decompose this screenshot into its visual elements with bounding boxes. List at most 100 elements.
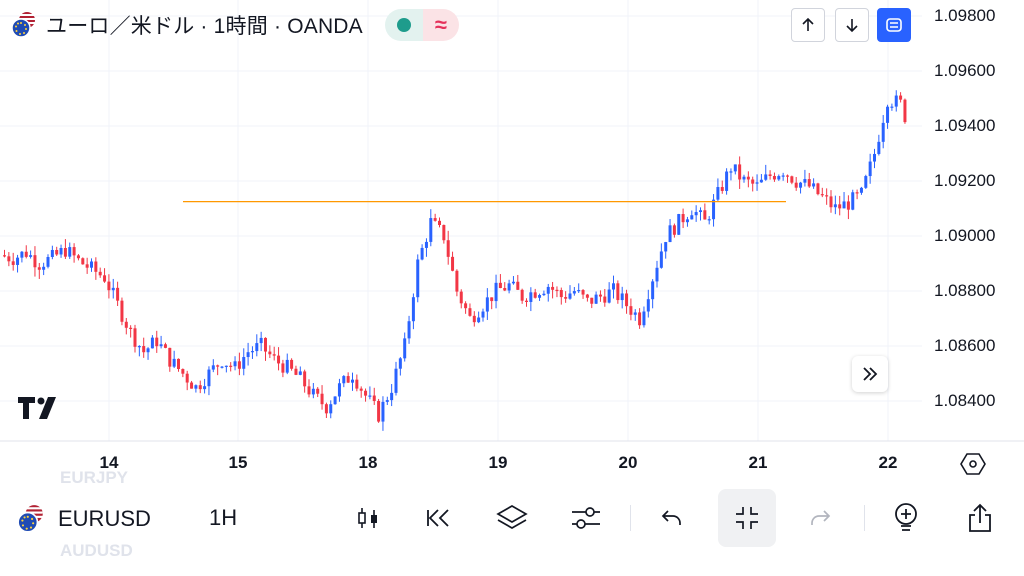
candle-body	[220, 366, 224, 368]
chart-title[interactable]: ユーロ／米ドル · 1時間 · OANDA	[46, 15, 363, 38]
candle-body	[820, 194, 824, 196]
replay-button[interactable]	[412, 492, 464, 544]
candle-body	[712, 199, 716, 220]
toolbar-divider	[864, 505, 865, 531]
candle-body	[16, 257, 20, 265]
candle-body	[620, 293, 624, 301]
candle-body	[864, 176, 868, 188]
symbol-ghost-next: AUDUSD	[60, 541, 133, 560]
candle-body	[777, 176, 781, 180]
candle-body	[664, 242, 668, 252]
candle-body	[786, 175, 789, 177]
candle-body	[829, 196, 833, 208]
market-status-pill[interactable]: ≈	[384, 9, 459, 41]
candle-body	[564, 297, 568, 299]
scroll-up-button[interactable]	[791, 8, 825, 42]
candle-body	[525, 300, 528, 302]
candle-body	[590, 297, 594, 304]
layers-button[interactable]	[486, 492, 538, 544]
candle-body	[377, 400, 381, 422]
candle-body	[76, 255, 80, 259]
undo-button[interactable]	[646, 492, 698, 544]
candle-body	[655, 267, 659, 282]
candle-body	[246, 352, 250, 358]
candle-body	[794, 182, 798, 188]
candle-body	[68, 247, 72, 257]
date-tick-label: 20	[618, 453, 638, 472]
candle-body	[111, 287, 115, 291]
sync-icon	[886, 18, 902, 32]
candle-body	[764, 174, 768, 180]
ideas-button[interactable]	[880, 492, 932, 544]
candle-body	[272, 354, 276, 356]
candle-body	[694, 212, 698, 216]
candle-body	[433, 218, 437, 221]
candle-body	[264, 337, 267, 352]
candle-body	[507, 283, 511, 291]
candle-body	[581, 290, 585, 295]
replay-icon	[427, 509, 449, 527]
redo-button[interactable]	[794, 492, 846, 544]
candle-body	[472, 315, 476, 323]
candle-body	[259, 337, 263, 344]
candle-body	[229, 365, 233, 367]
symbol-selector[interactable]: EURUSD	[16, 504, 151, 534]
candle-body	[155, 337, 159, 347]
candle-body	[572, 291, 576, 294]
candle-body	[516, 281, 520, 290]
candle-body	[24, 251, 28, 257]
candle-body	[7, 256, 11, 262]
share-icon	[969, 503, 991, 532]
candle-body	[20, 251, 24, 258]
candle-body	[359, 388, 363, 391]
share-button[interactable]	[954, 492, 1006, 544]
chart-settings-button[interactable]	[958, 451, 988, 477]
chart-type-button[interactable]	[342, 492, 394, 544]
chevrons-right-icon	[863, 367, 878, 381]
scroll-to-latest-button[interactable]	[852, 356, 888, 392]
candle-body	[903, 99, 907, 123]
candle-body	[242, 357, 246, 369]
candle-body	[720, 187, 724, 191]
scroll-down-button[interactable]	[835, 8, 869, 42]
interval-selector[interactable]: 1H	[209, 505, 238, 530]
candle-body	[324, 404, 328, 414]
toolbar-divider	[630, 505, 631, 531]
candle-body	[390, 392, 394, 401]
price-tick-label: 1.09800	[934, 6, 996, 25]
candle-body	[211, 365, 215, 370]
candle-body	[781, 175, 785, 177]
candle-body	[268, 351, 272, 355]
candle-body	[873, 153, 876, 162]
candle-body	[459, 291, 463, 304]
candle-body	[746, 176, 750, 180]
candle-body	[886, 106, 890, 123]
candle-body	[659, 251, 663, 268]
chart-header: ユーロ／米ドル · 1時間 · OANDA ≈	[10, 8, 459, 42]
candle-body	[494, 282, 498, 302]
collapse-button[interactable]	[718, 489, 776, 547]
candle-body	[542, 293, 546, 296]
candle-body	[416, 259, 420, 298]
sync-button[interactable]	[877, 8, 911, 42]
candle-body	[842, 201, 846, 209]
tradingview-logo[interactable]	[18, 396, 64, 425]
candle-body	[120, 300, 124, 322]
candle-body	[642, 311, 646, 326]
candle-body	[646, 299, 650, 312]
indicators-icon	[572, 507, 600, 529]
candle-body	[690, 215, 694, 220]
candle-body	[707, 219, 711, 221]
candle-body	[142, 346, 146, 353]
candle-body	[607, 289, 611, 303]
indicators-button[interactable]	[560, 492, 612, 544]
candle-body	[277, 355, 281, 364]
candle-body	[594, 294, 598, 304]
candle-body	[812, 183, 816, 187]
candle-body	[372, 395, 376, 401]
eur-usd-flag-icon	[10, 11, 38, 39]
date-tick-label: 15	[228, 453, 248, 472]
candle-body	[342, 376, 346, 384]
